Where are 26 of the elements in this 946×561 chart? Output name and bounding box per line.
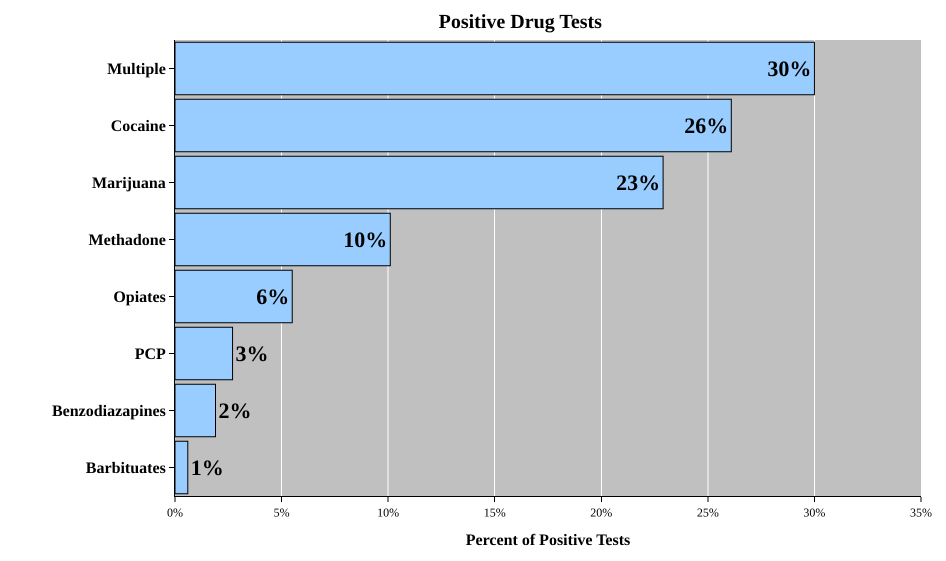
x-tick-label: 0% [167,505,183,520]
x-tick-label: 15% [484,505,506,520]
y-tick-label: PCP [134,346,166,364]
data-label: 3% [236,341,269,366]
y-tick-label: Benzodiazapines [52,403,166,420]
data-label: 1% [190,455,224,480]
y-tick-label: Methadone [88,232,166,250]
y-tick-label: Multiple [107,61,166,78]
data-label: 6% [256,284,290,309]
data-label: 23% [616,170,660,195]
data-label: 10% [343,227,388,252]
x-tick-label: 35% [910,505,932,520]
y-tick-label: Marijuana [92,175,166,192]
data-label: 30% [767,56,812,81]
x-axis-title: Percent of Positive Tests [466,532,630,550]
chart-title: Positive Drug Tests [438,11,602,34]
y-tick-label: Opiates [113,289,166,306]
data-label: 26% [684,113,728,138]
x-tick-label: 5% [274,505,290,520]
y-tick-label: Barbituates [86,460,166,478]
x-tick-label: 10% [377,505,400,520]
x-tick-label: 25% [696,505,719,520]
data-label: 2% [218,398,252,423]
x-tick-label: 20% [590,505,612,520]
x-tick-label: 30% [803,505,826,520]
y-tick-label: Cocaine [110,118,166,136]
